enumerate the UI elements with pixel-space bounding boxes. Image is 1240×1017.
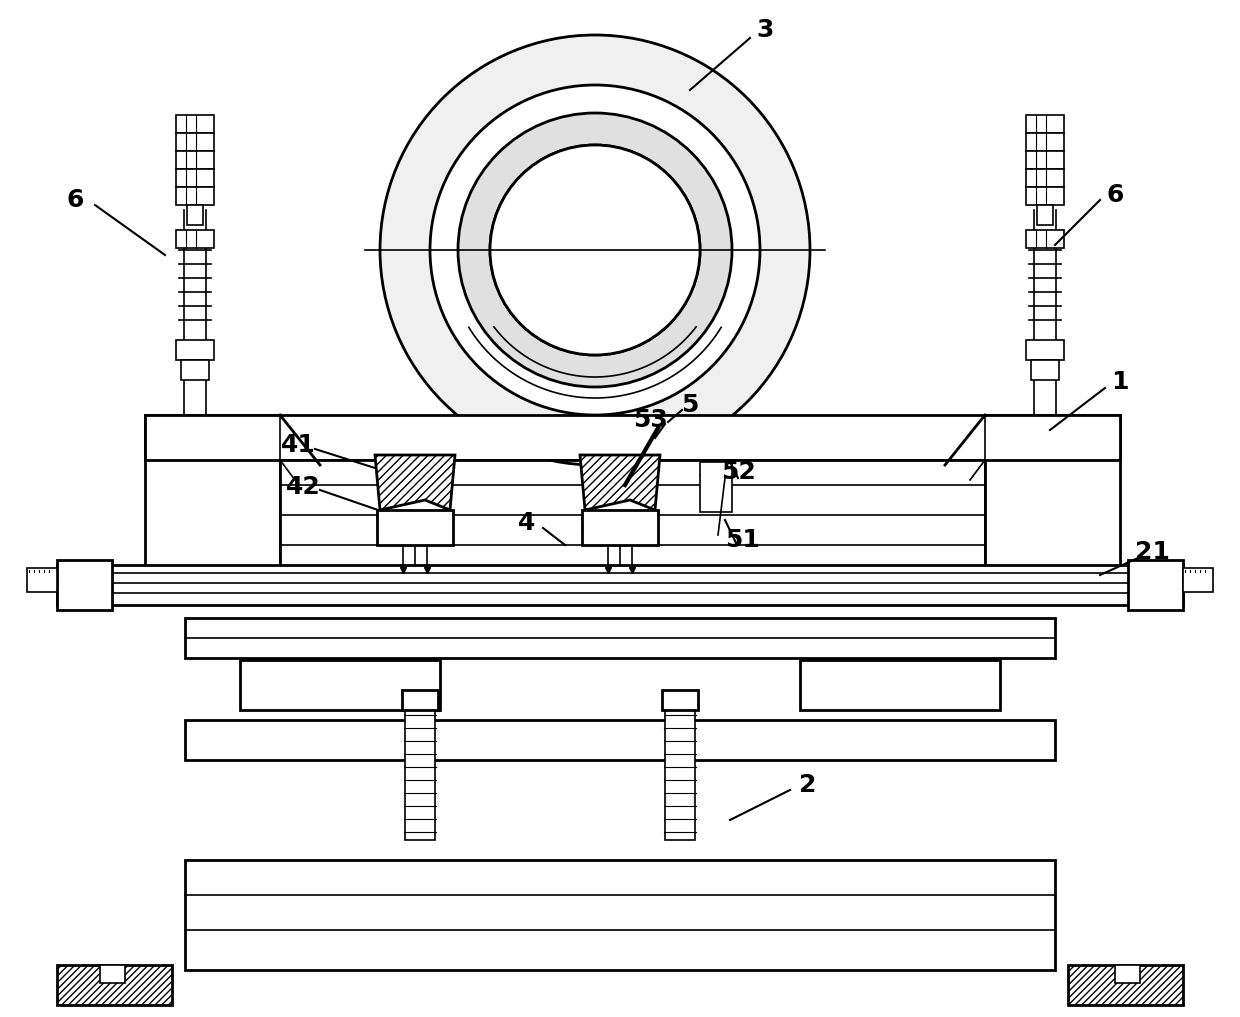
Bar — [662, 690, 698, 710]
Bar — [1025, 151, 1064, 169]
Text: 4: 4 — [518, 511, 536, 535]
Bar — [241, 660, 440, 710]
Bar — [1115, 965, 1140, 983]
Bar — [176, 230, 215, 248]
Bar — [1183, 569, 1213, 592]
Polygon shape — [374, 455, 455, 510]
Bar — [1030, 360, 1059, 380]
Bar — [377, 510, 453, 545]
Bar — [1037, 205, 1053, 225]
Bar — [176, 133, 215, 151]
Bar — [1128, 560, 1183, 610]
Bar — [176, 151, 215, 169]
Bar — [176, 340, 215, 360]
Bar — [181, 360, 210, 380]
Circle shape — [379, 35, 810, 465]
Bar — [57, 565, 1183, 605]
Text: 3: 3 — [756, 18, 774, 42]
Bar — [582, 510, 658, 545]
Text: 6: 6 — [1106, 183, 1123, 207]
Bar — [1068, 965, 1183, 1005]
Text: 52: 52 — [720, 460, 755, 484]
Circle shape — [430, 85, 760, 415]
Bar — [1025, 115, 1064, 133]
Text: 53: 53 — [632, 408, 667, 432]
Bar — [402, 690, 438, 710]
Text: 21: 21 — [1135, 540, 1169, 564]
Bar — [27, 569, 57, 592]
Bar — [1025, 133, 1064, 151]
Text: 1: 1 — [1111, 370, 1128, 394]
Bar — [701, 462, 732, 512]
Bar — [187, 205, 203, 225]
Polygon shape — [580, 455, 660, 510]
Bar — [1025, 230, 1064, 248]
Text: 41: 41 — [280, 433, 315, 457]
Bar — [405, 710, 435, 840]
Bar — [176, 187, 215, 205]
Bar — [800, 660, 999, 710]
Bar — [1025, 340, 1064, 360]
Circle shape — [490, 145, 701, 355]
Text: 6: 6 — [66, 188, 83, 212]
Bar — [665, 710, 694, 840]
Bar — [1025, 169, 1064, 187]
Bar — [185, 618, 1055, 658]
Bar — [100, 965, 125, 983]
Bar — [176, 169, 215, 187]
Text: 2: 2 — [800, 773, 817, 797]
Bar — [57, 560, 112, 610]
Circle shape — [490, 145, 701, 355]
Bar — [176, 115, 215, 133]
Bar — [1025, 187, 1064, 205]
Bar — [185, 860, 1055, 970]
Bar — [145, 415, 1120, 460]
Bar — [985, 415, 1120, 590]
Text: 5: 5 — [681, 393, 698, 417]
Circle shape — [458, 113, 732, 387]
Bar — [185, 720, 1055, 760]
Text: 42: 42 — [285, 475, 320, 499]
Bar — [145, 415, 280, 590]
Text: 51: 51 — [724, 528, 759, 552]
Bar — [57, 965, 172, 1005]
